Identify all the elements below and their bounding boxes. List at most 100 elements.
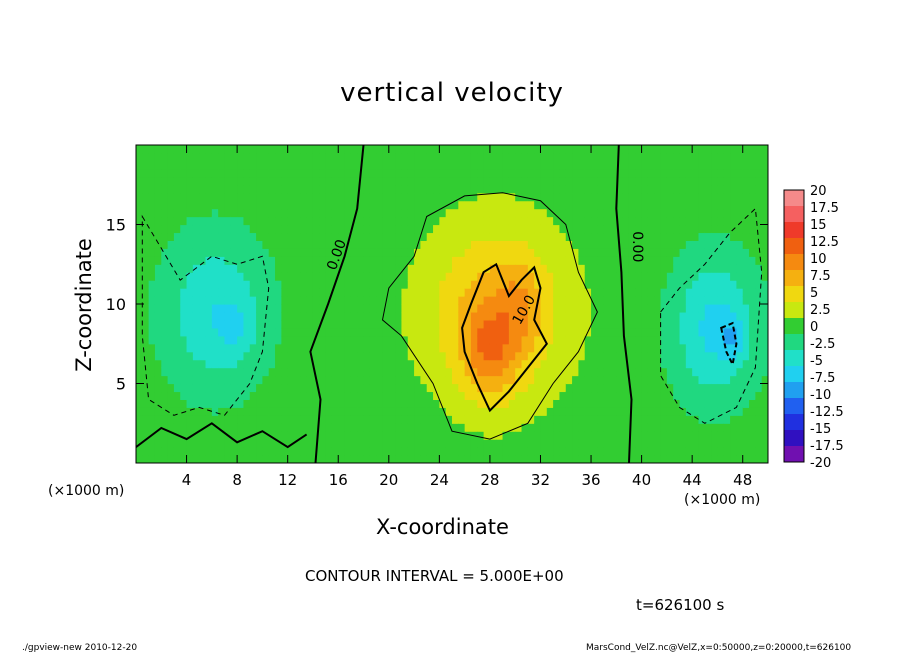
heat-cell xyxy=(635,176,643,186)
heat-cell xyxy=(161,343,169,353)
heat-cell xyxy=(584,256,592,265)
heat-cell xyxy=(458,455,466,463)
heat-cell xyxy=(496,391,504,400)
heat-cell xyxy=(243,359,251,369)
heat-cell xyxy=(527,343,535,353)
heat-cell xyxy=(742,152,750,162)
heat-cell xyxy=(180,184,188,194)
heat-cell xyxy=(173,367,181,377)
heat-cell xyxy=(578,280,586,289)
heat-cell xyxy=(559,447,567,456)
heat-cell xyxy=(218,296,226,305)
heat-cell xyxy=(502,200,510,210)
heat-cell xyxy=(521,152,529,162)
heat-cell xyxy=(192,288,200,297)
heat-cell xyxy=(717,327,725,337)
heat-cell xyxy=(325,192,333,202)
heat-cell xyxy=(679,319,687,329)
heat-cell xyxy=(331,184,339,194)
heat-cell xyxy=(363,399,371,408)
heat-cell xyxy=(723,168,731,178)
heat-cell xyxy=(211,232,219,241)
heat-cell xyxy=(483,145,491,154)
heat-cell xyxy=(717,200,725,210)
heat-cell xyxy=(414,248,421,257)
heat-cell xyxy=(647,351,655,361)
heat-cell xyxy=(205,319,213,329)
heat-cell xyxy=(395,319,403,329)
heat-cell xyxy=(628,216,636,226)
heat-cell xyxy=(218,145,226,154)
heat-cell xyxy=(685,439,693,448)
heat-cell xyxy=(154,311,162,321)
heat-cell xyxy=(679,168,687,178)
heat-cell xyxy=(199,351,207,361)
heat-cell xyxy=(483,264,491,273)
heat-cell xyxy=(433,264,440,273)
heat-cell xyxy=(331,343,339,353)
heat-cell xyxy=(483,455,491,463)
heat-cell xyxy=(692,311,700,321)
heat-cell xyxy=(224,256,232,265)
heat-cell xyxy=(420,439,428,448)
heat-cell xyxy=(508,455,516,463)
heat-cell xyxy=(591,407,598,416)
heat-cell xyxy=(565,296,573,305)
heat-cell xyxy=(445,311,453,321)
heat-cell xyxy=(685,319,693,329)
heat-cell xyxy=(439,208,447,218)
heat-cell xyxy=(445,327,453,337)
heat-cell xyxy=(584,447,592,456)
heat-cell xyxy=(256,407,263,416)
heat-cell xyxy=(275,335,282,345)
heat-cell xyxy=(142,391,150,400)
heat-cell xyxy=(477,447,485,456)
heat-cell xyxy=(559,272,567,281)
heat-cell xyxy=(344,184,352,194)
heat-cell xyxy=(553,192,561,202)
heat-cell xyxy=(685,367,693,377)
heat-cell xyxy=(553,168,561,178)
heat-cell xyxy=(610,160,617,170)
heat-cell xyxy=(192,240,200,249)
heat-cell xyxy=(249,383,257,393)
heat-cell xyxy=(515,272,523,281)
heat-cell xyxy=(262,248,270,257)
heat-cell xyxy=(395,423,403,432)
heat-cell xyxy=(572,200,579,210)
heat-cell xyxy=(628,423,636,432)
heat-cell xyxy=(237,423,245,432)
heat-cell xyxy=(628,311,636,321)
heat-cell xyxy=(717,343,725,353)
heat-cell xyxy=(470,447,478,456)
heat-cell xyxy=(641,439,649,448)
heat-cell xyxy=(508,192,516,202)
heat-cell xyxy=(723,224,731,234)
heat-cell xyxy=(281,145,289,154)
heat-cell xyxy=(559,319,567,329)
heat-cell xyxy=(515,176,523,186)
heat-cell xyxy=(237,152,245,162)
heat-cell xyxy=(243,447,251,456)
heat-cell xyxy=(755,447,763,456)
heat-cell xyxy=(730,208,737,218)
heat-cell xyxy=(508,391,516,400)
heat-cell xyxy=(395,248,403,257)
heat-cell xyxy=(603,431,611,440)
heat-cell xyxy=(173,455,181,463)
heat-cell xyxy=(262,256,270,265)
heat-cell xyxy=(597,383,605,393)
heat-cell xyxy=(660,304,668,313)
heat-cell xyxy=(237,224,245,234)
heat-cell xyxy=(553,240,561,249)
heat-cell xyxy=(344,264,352,273)
heat-cell xyxy=(755,216,763,226)
heat-cell xyxy=(527,327,535,337)
heat-cell xyxy=(761,184,768,194)
heat-cell xyxy=(192,184,200,194)
heat-cell xyxy=(717,311,725,321)
heat-cell xyxy=(502,391,510,400)
heat-cell xyxy=(591,415,598,424)
heat-cell xyxy=(136,145,143,154)
heat-cell xyxy=(635,335,643,345)
